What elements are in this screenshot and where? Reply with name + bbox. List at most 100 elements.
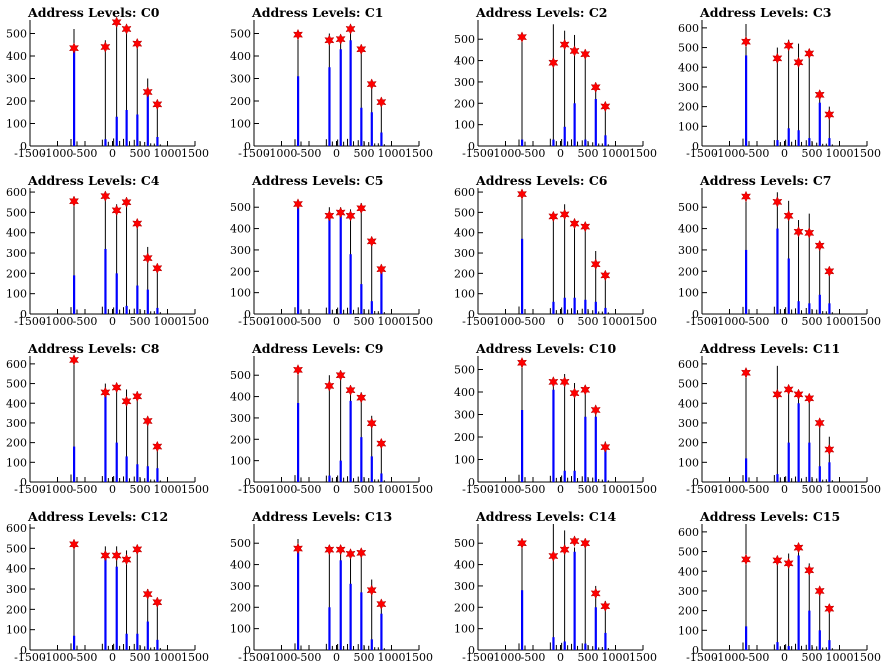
blue-bar <box>136 633 139 650</box>
y-tick-label: 400 <box>678 565 699 578</box>
blue-bar <box>156 137 159 146</box>
red-star-marker <box>804 564 815 577</box>
y-tick-label: 100 <box>6 624 27 637</box>
red-star-marker <box>740 366 752 379</box>
blue-bar <box>521 410 524 482</box>
blue-bar <box>115 566 118 650</box>
blue-bar <box>594 99 597 146</box>
x-tick-label: -1000 <box>714 315 746 328</box>
blue-bar <box>125 110 128 146</box>
red-star-marker <box>324 543 335 556</box>
red-star-marker <box>590 404 601 416</box>
blue-bar <box>745 458 748 482</box>
red-star-marker <box>366 235 377 248</box>
blue-bar <box>787 646 790 650</box>
blue-bar <box>828 138 831 146</box>
blue-bar <box>776 228 779 314</box>
red-star-marker <box>292 542 304 555</box>
blue-bar <box>745 249 748 314</box>
x-tick-label: 1000 <box>154 147 182 160</box>
red-star-marker <box>548 210 559 223</box>
blue-bar <box>573 297 576 314</box>
red-star-marker <box>824 265 835 278</box>
red-star-marker <box>376 598 387 610</box>
blue-bar <box>552 389 555 482</box>
y-tick-label: 500 <box>454 206 475 219</box>
x-tick-label: -500 <box>73 315 98 328</box>
blue-bar <box>360 107 363 146</box>
red-star-marker <box>516 31 528 43</box>
blue-bar <box>156 307 159 314</box>
red-star-marker <box>68 354 80 366</box>
red-star-marker <box>793 388 804 401</box>
blue-bar <box>604 307 607 314</box>
red-star-marker <box>356 391 367 404</box>
blue-bar <box>73 275 76 314</box>
y-tick-label: 0 <box>244 308 251 321</box>
red-star-marker <box>516 537 528 550</box>
blue-bar <box>552 301 555 314</box>
blue-bar <box>328 67 331 146</box>
x-tick-label: 1000 <box>154 483 182 496</box>
x-tick-label: 1500 <box>853 147 881 160</box>
x-tick-label: 1000 <box>602 483 630 496</box>
blue-bar <box>521 590 524 650</box>
chart-panel-3: Address Levels: C3 0 100 200 300 400 500 600 -15… <box>672 0 896 168</box>
chart-title: Address Levels: C5 <box>252 173 384 188</box>
y-tick-label: 100 <box>6 288 27 301</box>
x-tick-label: -1000 <box>42 315 74 328</box>
x-tick-label: -1500 <box>462 483 494 496</box>
x-tick-label: -500 <box>521 651 546 664</box>
x-tick-label: 1500 <box>629 483 657 496</box>
blue-bar <box>573 470 576 482</box>
y-tick-label: 100 <box>230 455 251 468</box>
red-star-marker <box>356 547 367 559</box>
x-tick-label: 1500 <box>181 483 209 496</box>
x-tick-label: -1500 <box>238 315 270 328</box>
x-tick-label: 1000 <box>378 315 406 328</box>
x-tick-label: -1000 <box>714 651 746 664</box>
y-tick-label: 200 <box>6 95 27 108</box>
y-tick-label: 0 <box>20 476 27 489</box>
blue-bar <box>349 400 352 482</box>
y-tick-label: 100 <box>230 287 251 300</box>
red-star-marker <box>590 587 601 600</box>
blue-bar <box>604 135 607 146</box>
y-tick-label: 200 <box>6 603 27 616</box>
y-tick-label: 100 <box>6 456 27 469</box>
x-tick-label: 1500 <box>405 651 433 664</box>
red-star-marker <box>804 47 815 60</box>
y-tick-label: 300 <box>454 409 475 422</box>
y-tick-label: 300 <box>230 580 251 593</box>
x-tick-label: 500 <box>802 651 823 664</box>
blue-bar <box>584 416 587 482</box>
x-tick-label: 1000 <box>378 483 406 496</box>
y-tick-label: 300 <box>230 73 251 86</box>
x-tick-label: 0 <box>333 651 340 664</box>
chart-title: Address Levels: C7 <box>700 173 832 188</box>
red-star-marker <box>121 395 132 408</box>
blue-bar <box>776 140 779 146</box>
red-star-marker <box>600 600 611 613</box>
blue-bar <box>797 130 800 146</box>
x-tick-label: 0 <box>557 315 564 328</box>
red-star-marker <box>569 387 580 399</box>
red-star-marker <box>804 227 815 239</box>
red-star-marker <box>814 239 825 252</box>
y-tick-label: 400 <box>678 397 699 410</box>
y-tick-label: 500 <box>230 537 251 550</box>
y-tick-label: 400 <box>678 223 699 236</box>
x-tick-label: 500 <box>354 315 375 328</box>
y-tick-label: 500 <box>678 546 699 559</box>
x-tick-label: -1000 <box>42 147 74 160</box>
y-tick-label: 400 <box>678 61 699 74</box>
